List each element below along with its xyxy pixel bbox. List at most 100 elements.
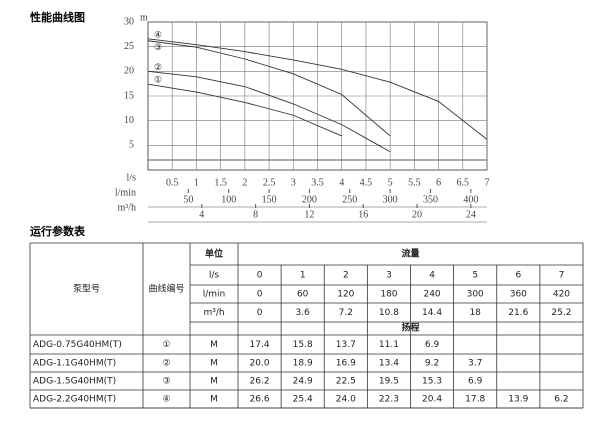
flow-cell: 360: [510, 290, 527, 300]
pump-curve: [147, 40, 391, 137]
table-title: 运行参数表: [30, 224, 86, 238]
x-tick-label: 3: [291, 177, 296, 188]
header-cell: 单位: [205, 248, 223, 260]
head-cell: 13.9: [508, 395, 528, 405]
flow-cell: 7: [559, 271, 565, 281]
flow-cell: 0: [257, 290, 263, 300]
y-tick-label: 15: [124, 90, 134, 101]
flow-cell: 2: [343, 271, 349, 281]
x-tick-label: 3.5: [311, 177, 324, 188]
unit-cell: M: [210, 359, 218, 369]
curve-label: ③: [154, 43, 162, 53]
head-cell: 9.2: [425, 359, 439, 369]
head-cell: 26.6: [250, 395, 270, 405]
x-tick-label: 200: [302, 194, 317, 205]
unit-cell: l/min: [203, 290, 226, 300]
flow-cell: 0: [257, 308, 263, 318]
header-cell: 泵型号: [73, 284, 100, 295]
head-cell: 3.7: [468, 359, 482, 369]
x-unit: l/s: [127, 172, 137, 183]
head-cell: 15.8: [293, 340, 313, 350]
x-tick-label: 1.5: [214, 177, 227, 188]
head-cell: 24.0: [336, 395, 356, 405]
head-cell: 18.9: [293, 359, 313, 369]
unit-cell: M: [210, 340, 218, 350]
head-cell: 25.4: [293, 395, 313, 405]
y-tick-label: 10: [124, 115, 134, 126]
flow-cell: 300: [467, 290, 484, 300]
flow-cell: 7.2: [339, 308, 353, 318]
x-tick-label: 4: [339, 177, 344, 188]
chart-title: 性能曲线图: [30, 10, 85, 24]
curve-cell: ②: [162, 359, 170, 369]
x-tick-label: 8: [253, 209, 258, 220]
head-cell: 20.4: [422, 395, 442, 405]
head-cell: 22.3: [379, 395, 399, 405]
flow-cell: 6: [515, 271, 521, 281]
curve-cell: ①: [162, 340, 170, 350]
head-cell: 6.2: [554, 395, 568, 405]
head-cell: 19.5: [379, 377, 399, 387]
x-tick-label: 5.5: [408, 177, 421, 188]
head-cell: 13.7: [336, 340, 356, 350]
x-tick-label: 5: [388, 177, 393, 188]
x-tick-label: 4: [199, 209, 204, 220]
head-cell: 13.4: [379, 359, 399, 369]
x-tick-label: 350: [423, 194, 438, 205]
head-cell: 22.5: [336, 377, 356, 387]
x-tick-label: 50: [183, 194, 193, 205]
x-tick-label: 250: [342, 194, 357, 205]
flow-cell: 4: [429, 271, 435, 281]
head-cell: 26.2: [250, 377, 270, 387]
curve-label: ①: [154, 76, 162, 86]
model-cell: ADG-0.75G40HM(T): [33, 340, 122, 350]
y-unit: m: [140, 12, 148, 23]
flow-cell: 240: [423, 290, 440, 300]
model-cell: ADG-1.5G40HM(T): [33, 377, 116, 387]
unit-cell: M: [210, 377, 218, 387]
y-tick-label: 20: [124, 66, 134, 77]
pump-curve: [147, 38, 488, 140]
head-cell: 20.0: [250, 359, 270, 369]
head-cell: 17.8: [465, 395, 485, 405]
flow-cell: 25.2: [551, 308, 571, 318]
x-tick-label: 24: [466, 209, 476, 220]
head-cell: 11.1: [379, 340, 399, 350]
x-tick-label: 20: [412, 209, 422, 220]
x-tick-label: 400: [463, 194, 478, 205]
curve-label: ②: [154, 63, 162, 73]
x-tick-label: 0.5: [166, 177, 179, 188]
y-tick-label: 30: [124, 16, 134, 27]
header-cell: 扬程: [401, 322, 419, 334]
x-tick-label: 12: [304, 209, 314, 220]
header-cell: 曲线编号: [148, 283, 184, 295]
flow-cell: 3.6: [296, 308, 311, 318]
x-tick-label: 2: [242, 177, 247, 188]
flow-cell: 0: [257, 271, 263, 281]
flow-cell: 120: [337, 290, 354, 300]
pump-curve: [147, 83, 342, 137]
flow-cell: 18: [469, 308, 481, 318]
flow-cell: 180: [380, 290, 397, 300]
flow-cell: 1: [300, 271, 306, 281]
curve-cell: ④: [162, 395, 170, 405]
unit-cell: m³/h: [203, 308, 224, 318]
flow-cell: 3: [386, 271, 392, 281]
x-tick-label: 6: [436, 177, 441, 188]
unit-cell: M: [210, 395, 218, 405]
flow-cell: 5: [472, 271, 478, 281]
head-cell: 24.9: [293, 377, 313, 387]
model-cell: ADG-2.2G40HM(T): [33, 395, 116, 405]
x-tick-label: 7: [485, 177, 490, 188]
x-tick-label: 1: [194, 177, 199, 188]
x-unit: l/min: [115, 187, 136, 198]
head-cell: 6.9: [468, 377, 483, 387]
head-cell: 16.9: [336, 359, 356, 369]
x-tick-label: 2.5: [263, 177, 276, 188]
head-cell: 6.9: [425, 340, 440, 350]
x-tick-label: 6.5: [457, 177, 470, 188]
head-cell: 17.4: [250, 340, 270, 350]
flow-cell: 420: [553, 290, 570, 300]
flow-cell: 14.4: [422, 308, 442, 318]
